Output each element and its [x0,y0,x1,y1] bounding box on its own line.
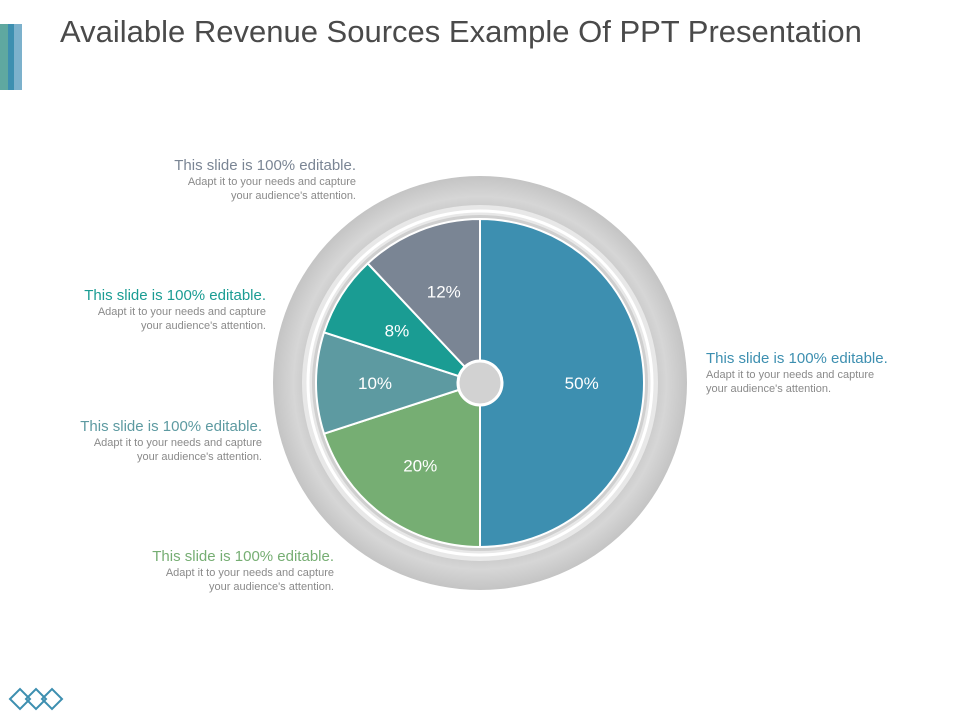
callout-body: Adapt it to your needs and capture your … [706,369,875,395]
callout-body: Adapt it to your needs and capture your … [165,567,334,593]
callout-50: This slide is 100% editable. Adapt it to… [706,350,960,396]
callout-heading: This slide is 100% editable. [84,287,266,304]
callout-8: This slide is 100% editable. Adapt it to… [0,287,266,333]
callout-body: Adapt it to your needs and capture your … [97,306,266,332]
slice-label: 8% [385,321,410,340]
callout-body: Adapt it to your needs and capture your … [93,437,262,463]
callout-heading: This slide is 100% editable. [706,350,888,367]
callout-12: This slide is 100% editable. Adapt it to… [36,157,356,203]
pie-slice [322,381,481,549]
callout-heading: This slide is 100% editable. [174,157,356,174]
callout-heading: This slide is 100% editable. [80,418,262,435]
callout-10: This slide is 100% editable. Adapt it to… [0,418,262,464]
slide-title: Available Revenue Sources Example Of PPT… [60,14,862,49]
pie-slice [366,217,481,386]
slice-label: 12% [427,283,461,302]
callout-heading: This slide is 100% editable. [152,548,334,565]
pie-slice [315,331,484,435]
callout-body: Adapt it to your needs and capture your … [187,176,356,202]
slice-label: 10% [358,374,392,393]
pie-slice [479,217,645,549]
diamond-chain-logo-icon [8,687,64,711]
callout-20: This slide is 100% editable. Adapt it to… [14,548,334,594]
slice-label: 20% [403,456,437,475]
slice-label: 50% [565,374,599,393]
inner-white-rim [306,209,654,557]
accent-bar [0,24,22,90]
center-hub [456,359,504,407]
